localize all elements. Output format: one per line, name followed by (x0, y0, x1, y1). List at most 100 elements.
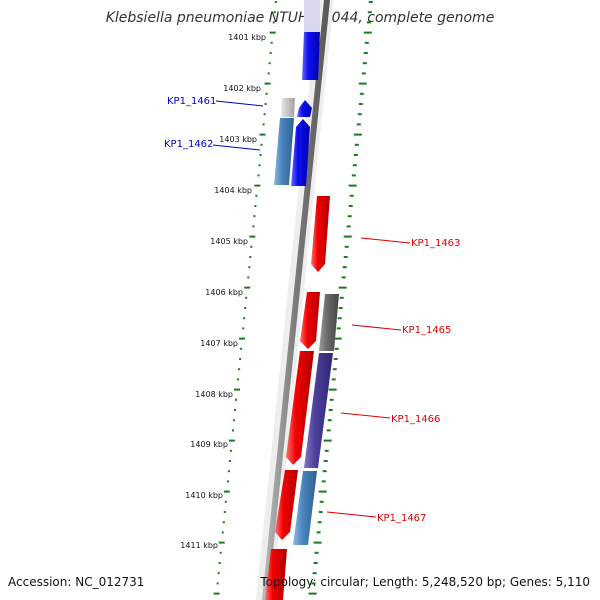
outer-tick-mark (368, 1, 373, 3)
inner-tick-mark (228, 460, 231, 462)
outer-tick-mark (343, 235, 352, 238)
inner-tick-mark (242, 327, 245, 330)
gene-kp1-1462-feature[interactable] (291, 119, 310, 186)
inner-tick-mark (222, 521, 225, 524)
inner-tick-mark (237, 378, 240, 381)
inner-tick-mark (270, 41, 273, 44)
inner-tick-mark (218, 541, 225, 544)
scale-label-1403: 1403 kbp (219, 135, 257, 144)
outer-tick-mark (326, 429, 331, 432)
inner-tick-mark (234, 409, 236, 411)
outer-tick-mark (359, 92, 364, 95)
kp1-1461-leader (215, 100, 264, 107)
gene-kp1-1460-cap (304, 0, 320, 32)
inner-tick-mark (221, 531, 224, 534)
backbone (256, 0, 334, 600)
gene-kp1-1465-homolog[interactable] (319, 294, 339, 351)
scale-label-1408: 1408 kbp (195, 390, 233, 399)
inner-tick-mark (234, 388, 240, 391)
inner-tick-mark (258, 164, 261, 167)
outer-tick-mark (323, 439, 332, 442)
gene-kp1-1466-feature[interactable] (275, 470, 298, 540)
gene-kp1-1460-feature[interactable] (302, 32, 320, 80)
gene-kp1-1466-homolog[interactable] (304, 353, 333, 468)
outer-tick-mark (363, 52, 368, 54)
gene-kp1-1465-feature[interactable] (286, 351, 314, 465)
inner-tick-mark (213, 592, 220, 595)
outer-tick-mark (342, 266, 347, 269)
inner-tick-mark (250, 245, 253, 248)
outer-tick-mark (352, 164, 357, 167)
gene-label-kp1-1467[interactable]: KP1_1467 (377, 513, 426, 524)
inner-tick-mark (254, 184, 261, 187)
outer-tick-mark (347, 215, 352, 218)
scale-label-1410: 1410 kbp (185, 491, 223, 500)
inner-tick-mark (245, 296, 248, 299)
inner-tick-mark (247, 276, 250, 279)
inner-tick-mark (229, 449, 232, 452)
outer-tick-mark (362, 62, 367, 65)
inner-tick-mark (238, 368, 241, 371)
inner-tick-mark (216, 582, 219, 585)
gene-label-kp1-1461[interactable]: KP1_1461 (167, 96, 216, 107)
gene-kp1-1467-homolog[interactable] (293, 471, 317, 545)
outer-tick-mark (328, 388, 337, 391)
inner-tick-mark (239, 358, 242, 360)
genome-summary-text: Topology: circular; Length: 5,248,520 bp… (259, 575, 590, 589)
tick-rings (213, 1, 373, 595)
map-title: Klebsiella pneumoniae NTUH-K2044, comple… (106, 10, 495, 26)
gene-kp1-1463-feature[interactable] (311, 196, 330, 272)
outer-tick-mark (333, 337, 342, 340)
inner-tick-mark (264, 82, 271, 85)
inner-tick-mark (244, 307, 247, 309)
outer-tick-mark (327, 419, 332, 422)
outer-tick-mark (356, 123, 361, 126)
outer-tick-mark (346, 225, 351, 228)
outer-tick-mark (334, 347, 339, 350)
gene-kp1-1461-feature[interactable] (297, 100, 312, 117)
inner-tick-mark (269, 31, 276, 34)
gene-kp1-1467-feature[interactable] (265, 549, 287, 600)
outer-tick-mark (321, 480, 326, 483)
outer-tick-mark (351, 174, 356, 177)
inner-tick-mark (259, 133, 266, 136)
gene-labels: KP1_1461 KP1_1462 KP1_1463 KP1_1465 KP1_… (164, 96, 460, 524)
gene-kp1-1464-feature[interactable] (300, 292, 320, 349)
inner-tick-mark (218, 562, 221, 564)
outer-tick-mark (354, 143, 359, 146)
outer-tick-mark (311, 582, 316, 585)
inner-tick-mark (257, 174, 260, 177)
outer-tick-mark (332, 368, 337, 371)
gene-label-kp1-1466[interactable]: KP1_1466 (391, 414, 440, 425)
inner-tick-mark (264, 103, 267, 105)
gene-kp1-1462-homolog[interactable] (274, 118, 294, 185)
outer-tick-mark (353, 154, 358, 156)
inner-tick-mark (244, 286, 251, 289)
outer-tick-mark (348, 184, 357, 187)
inner-tick-mark (249, 235, 256, 238)
inner-tick-mark (265, 92, 268, 95)
outer-tick-mark (366, 21, 371, 24)
gene-kp1-1461-homolog[interactable] (281, 98, 295, 117)
outer-tick-mark (364, 41, 369, 44)
inner-tick-mark (274, 1, 277, 3)
outer-tick-mark (328, 409, 333, 411)
reverse-strand (265, 196, 339, 600)
inner-tick-mark (249, 256, 252, 258)
gene-label-kp1-1465[interactable]: KP1_1465 (402, 325, 451, 336)
kp1-1465-leader (351, 324, 402, 331)
inner-tick-mark (240, 347, 243, 350)
gene-label-kp1-1462[interactable]: KP1_1462 (164, 139, 213, 150)
inner-tick-mark (262, 123, 265, 126)
gene-label-kp1-1463[interactable]: KP1_1463 (411, 238, 460, 249)
inner-tick-mark (226, 480, 229, 483)
outer-tick-mark (312, 572, 317, 575)
scale-label-1405: 1405 kbp (210, 237, 248, 246)
outer-tick-mark (338, 286, 347, 289)
outer-tick-mark (341, 276, 346, 279)
outer-tick-mark (308, 592, 317, 595)
outer-tick-mark (336, 327, 341, 330)
outer-tick-mark (318, 511, 323, 513)
scale-label-1406: 1406 kbp (205, 288, 243, 297)
